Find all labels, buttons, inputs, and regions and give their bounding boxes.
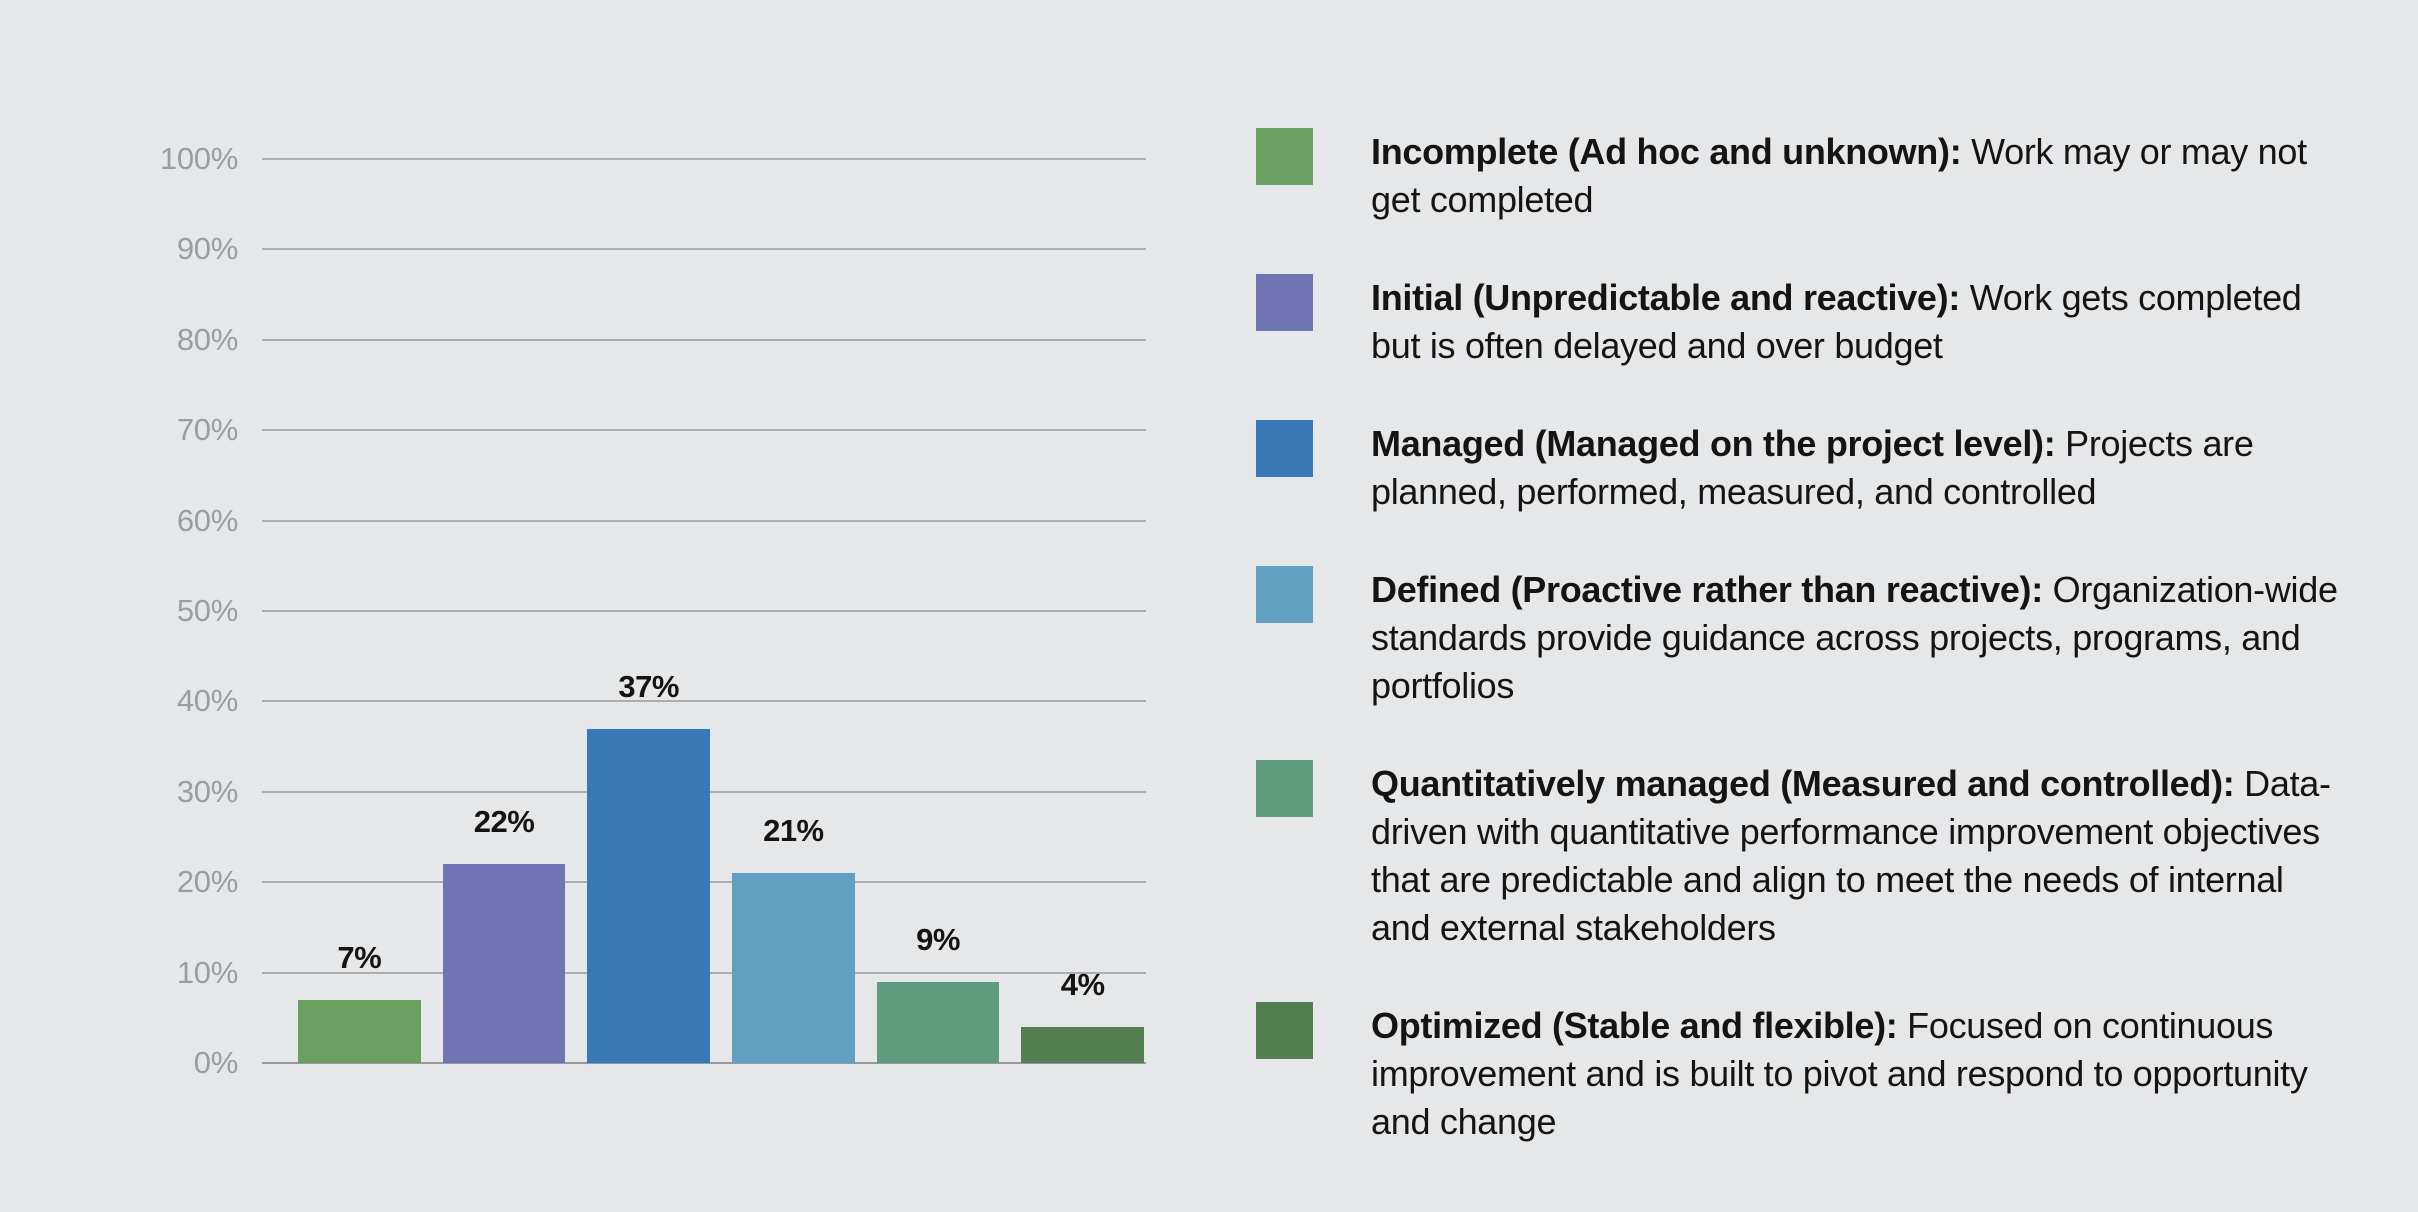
gridline-50 [262,610,1146,612]
legend-entry-title: Managed (Managed on the project level): [1371,423,2056,464]
legend-item-quantitatively-managed: Quantitatively managed (Measured and con… [1256,760,2351,952]
legend-entry-title: Incomplete (Ad hoc and unknown): [1371,131,1962,172]
legend-entry-title: Quantitatively managed (Measured and con… [1371,763,2235,804]
bar-group-incomplete: 7% [298,159,421,1063]
legend-entry-title: Defined (Proactive rather than reactive)… [1371,569,2043,610]
legend-item-defined: Defined (Proactive rather than reactive)… [1256,566,2351,710]
incomplete-bar [298,999,421,1063]
bars: 7% 22% 37% 21% 9% 4% [298,159,1145,1063]
y-tick-label-70: 70% [176,412,238,448]
y-tick-label-80: 80% [176,321,238,357]
gridline-60 [262,519,1146,522]
legend-entry-text: Optimized (Stable and flexible): Focused… [1371,1002,2351,1146]
legend-color-swatch [1256,128,1313,185]
legend-entry-description: Data-driven with quantitative performanc… [1371,763,2331,948]
bar-value-label: 7% [337,939,382,975]
y-tick-label-40: 40% [176,683,238,719]
y-tick-label-10: 10% [176,954,238,990]
gridline-90 [262,248,1146,251]
legend-entry-title: Initial (Unpredictable and reactive): [1371,277,1961,318]
bar-chart-plot-area: 0% 10% 20% 30% 40% 50% 60% 70% 80% 90% 100% 7% 22%… [160,141,1146,1080]
gridline-80 [262,338,1146,341]
legend-entry-description: Organization-wide standards provide guid… [1371,569,2338,706]
legend-color-swatch [1256,274,1313,331]
bar-group-initial: 22% [442,159,566,1063]
legend-entry-description: Projects are planned, performed, measure… [1371,423,2254,512]
bar-value-label: 37% [618,668,679,704]
y-tick-label-90: 90% [176,231,238,267]
legend-entry-text: Quantitatively managed (Measured and con… [1371,760,2351,952]
legend-entry-text: Defined (Proactive rather than reactive)… [1371,566,2351,710]
legend-color-swatch [1256,760,1313,817]
legend-item-optimized: Optimized (Stable and flexible): Focused… [1256,1002,2351,1146]
bar-group-defined: 21% [732,159,855,1063]
bar-group-quantitatively-managed: 9% [876,159,1000,1063]
y-tick-label-100: 100% [159,141,238,176]
y-tick-label-30: 30% [176,773,238,809]
legend-color-swatch [1256,566,1313,623]
legend-item-managed: Managed (Managed on the project level): … [1256,420,2351,516]
chart-legend: Incomplete (Ad hoc and unknown): Work ma… [1256,128,2351,1146]
y-tick-label-20: 20% [176,864,238,900]
gridline-70 [262,429,1146,432]
legend-entry-description: Focused on continuous improvement and is… [1371,1005,2308,1142]
bar-value-label: 22% [473,804,535,840]
optimized-bar [1021,1026,1145,1063]
legend-item-incomplete: Incomplete (Ad hoc and unknown): Work ma… [1256,128,2351,224]
legend-entry-text: Initial (Unpredictable and reactive): Wo… [1371,274,2351,370]
legend-entry-title: Optimized (Stable and flexible): [1371,1005,1898,1046]
managed-bar [587,728,711,1063]
y-tick-label-0: 0% [193,1045,239,1080]
bar-group-managed: 37% [587,159,711,1063]
legend-entry-text: Incomplete (Ad hoc and unknown): Work ma… [1371,128,2351,224]
bar-value-label: 4% [1060,966,1105,1002]
y-tick-label-50: 50% [176,593,238,628]
bar-value-label: 21% [763,813,824,849]
legend-entry-text: Managed (Managed on the project level): … [1371,420,2351,516]
gridline-100 [262,158,1146,160]
legend-entry-description: Work gets completed but is often delayed… [1371,277,2302,366]
defined-bar [732,873,855,1063]
quantitatively-managed-bar [876,981,1000,1063]
y-tick-label-60: 60% [176,502,238,538]
legend-entry-description: Work may or may not get completed [1371,131,2307,220]
gridline-0 [262,1062,1146,1064]
legend-color-swatch [1256,1002,1313,1059]
legend-color-swatch [1256,420,1313,477]
legend-item-initial: Initial (Unpredictable and reactive): Wo… [1256,274,2351,370]
bar-group-optimized: 4% [1021,159,1145,1063]
initial-bar [442,864,566,1063]
gridline-40 [262,700,1146,703]
bar-value-label: 9% [916,921,960,957]
